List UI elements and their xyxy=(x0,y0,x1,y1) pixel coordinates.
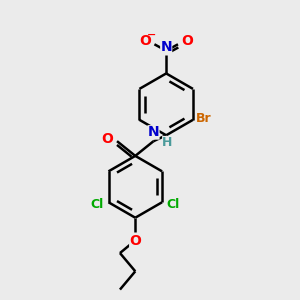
Text: Br: Br xyxy=(196,112,212,125)
Text: −: − xyxy=(147,30,156,40)
Text: N: N xyxy=(160,40,172,54)
Text: N: N xyxy=(148,125,159,140)
Text: Cl: Cl xyxy=(91,198,104,211)
Text: O: O xyxy=(129,234,141,248)
Text: O: O xyxy=(102,132,113,146)
Text: O: O xyxy=(140,34,152,48)
Text: O: O xyxy=(181,34,193,48)
Text: Cl: Cl xyxy=(167,198,180,211)
Text: H: H xyxy=(162,136,173,149)
